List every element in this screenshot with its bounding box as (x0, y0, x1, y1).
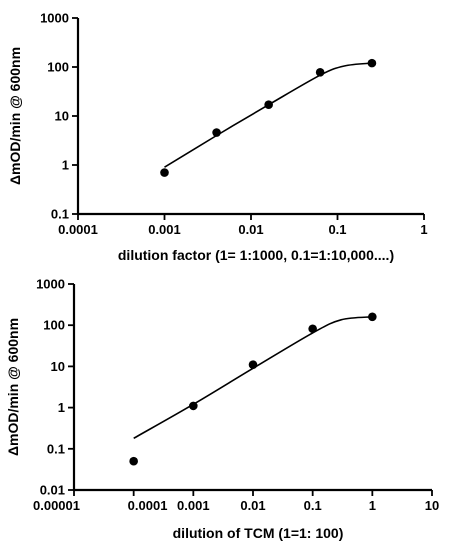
data-point (160, 168, 169, 177)
data-point (368, 312, 377, 322)
chart-top: 0.1 1 10 100 1000 0.0001 0.001 0.01 0.1 1 dilution… (7, 11, 428, 264)
y-axis-title: ΔmOD/min @ 600nm (7, 47, 23, 185)
x-tick-label: 1 (369, 498, 376, 513)
y-tick-label: 0.1 (51, 207, 69, 222)
y-tick-label: 0.1 (47, 441, 65, 456)
data-point (308, 324, 317, 334)
x-tick-label: 0.01 (238, 222, 263, 237)
fit-curve (133, 316, 373, 439)
y-tick-label: 0.01 (40, 483, 65, 498)
data-point (315, 67, 325, 77)
data-point (248, 360, 258, 369)
y-tick-label: 1000 (40, 11, 69, 26)
x-tick-label: 0.00001 (33, 498, 80, 513)
data-point (189, 401, 198, 411)
x-tick-label: 0.001 (148, 222, 181, 237)
x-axis-title: dilution factor (1= 1:1000, 0.1=1:10,000… (118, 247, 394, 263)
x-tick-label: 10 (425, 498, 439, 513)
y-tick-label: 1000 (36, 277, 65, 292)
x-tick-label: 0.01 (240, 498, 265, 513)
x-tick-label: 0.1 (304, 498, 322, 513)
x-tick-label: 0.0001 (58, 222, 98, 237)
y-tick-label: 10 (55, 109, 69, 124)
fit-curve (164, 62, 372, 168)
data-point (129, 456, 138, 466)
x-tick-label: 1 (420, 222, 427, 237)
data-point (264, 100, 273, 110)
y-tick-label: 100 (43, 318, 65, 333)
x-tick-label: 0.001 (177, 498, 210, 513)
x-axis-title: dilution of TCM (1=1: 100) (173, 525, 344, 541)
y-tick-label: 1 (62, 158, 69, 173)
y-axis-title: ΔmOD/min @ 600nm (5, 318, 21, 456)
x-tick-label: 0.1 (328, 222, 346, 237)
y-tick-label: 1 (58, 400, 65, 415)
x-tick-label: 0.0001 (128, 498, 168, 513)
data-point (212, 128, 221, 137)
y-tick-label: 100 (47, 60, 69, 75)
data-point (367, 58, 377, 68)
chart-bottom: 0.01 0.1 1 10 100 1000 0.00001 0.0001 0.001 0.01 0… (5, 277, 439, 542)
y-tick-label: 10 (51, 359, 65, 374)
